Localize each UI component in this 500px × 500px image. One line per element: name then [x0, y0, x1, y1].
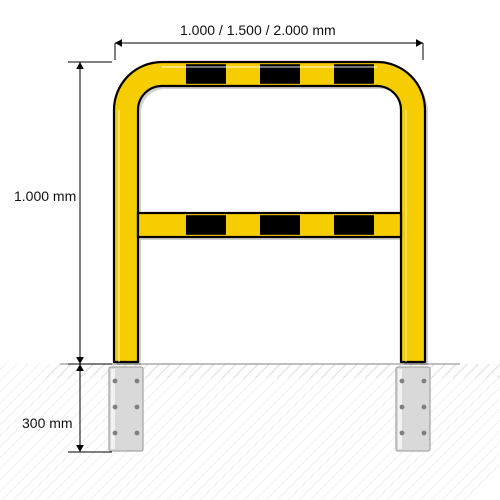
diagram-svg [0, 0, 500, 500]
